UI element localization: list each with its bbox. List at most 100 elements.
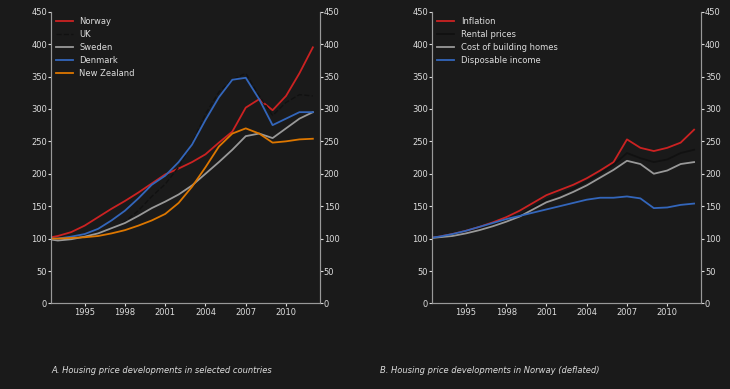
Inflation xyxy=(488,220,497,225)
Sweden xyxy=(40,236,49,241)
Denmark xyxy=(188,142,196,147)
Norway xyxy=(53,234,62,238)
Inflation xyxy=(421,236,430,241)
Inflation xyxy=(676,140,685,145)
Legend: Norway, UK, Sweden, Denmark, New Zealand: Norway, UK, Sweden, Denmark, New Zealand xyxy=(53,13,138,82)
UK xyxy=(120,219,129,224)
Denmark xyxy=(67,234,76,239)
Norway xyxy=(67,230,76,235)
Inflation xyxy=(623,137,631,142)
New Zealand xyxy=(215,144,223,149)
Norway xyxy=(134,190,143,195)
Inflation xyxy=(529,201,537,205)
UK xyxy=(282,100,291,105)
Sweden xyxy=(201,172,210,176)
Norway xyxy=(255,97,264,102)
Rental prices xyxy=(636,156,645,161)
Sweden xyxy=(93,231,102,236)
Disposable income xyxy=(596,195,604,200)
Cost of building homes xyxy=(676,162,685,166)
Rental prices xyxy=(623,151,631,155)
New Zealand xyxy=(147,218,156,223)
UK xyxy=(188,141,196,145)
Disposable income xyxy=(663,205,672,210)
UK xyxy=(134,209,143,213)
Sweden xyxy=(161,199,169,204)
Norway xyxy=(188,160,196,165)
Rental prices xyxy=(690,147,699,152)
Rental prices xyxy=(596,172,604,176)
Norway xyxy=(93,215,102,219)
Inflation xyxy=(650,149,658,153)
Norway xyxy=(268,108,277,112)
UK xyxy=(215,90,223,95)
New Zealand xyxy=(40,236,49,241)
Cost of building homes xyxy=(609,168,618,172)
Rental prices xyxy=(488,223,497,228)
UK xyxy=(255,94,264,98)
Sweden xyxy=(255,131,264,136)
UK xyxy=(309,94,318,98)
Sweden xyxy=(134,214,143,218)
UK xyxy=(80,234,89,238)
Inflation xyxy=(542,193,551,198)
UK xyxy=(40,236,49,241)
Inflation xyxy=(636,145,645,150)
Denmark xyxy=(282,116,291,121)
Denmark xyxy=(201,117,210,122)
Disposable income xyxy=(475,224,484,229)
Line: Disposable income: Disposable income xyxy=(426,196,694,238)
Disposable income xyxy=(556,204,564,209)
Sweden xyxy=(309,110,318,114)
Line: Norway: Norway xyxy=(45,47,313,238)
New Zealand xyxy=(134,223,143,228)
Disposable income xyxy=(421,236,430,241)
Norway xyxy=(201,152,210,157)
New Zealand xyxy=(188,184,196,189)
UK xyxy=(67,236,76,240)
Cost of building homes xyxy=(461,231,470,236)
Cost of building homes xyxy=(650,172,658,176)
Disposable income xyxy=(676,203,685,207)
Norway xyxy=(107,207,116,211)
Denmark xyxy=(147,182,156,187)
Disposable income xyxy=(488,221,497,225)
Disposable income xyxy=(529,210,537,215)
Sweden xyxy=(80,234,89,239)
Denmark xyxy=(215,95,223,100)
Disposable income xyxy=(690,201,699,206)
Norway xyxy=(215,140,223,145)
Norway xyxy=(309,45,318,50)
Cost of building homes xyxy=(434,235,443,240)
New Zealand xyxy=(107,231,116,236)
Disposable income xyxy=(623,194,631,199)
Disposable income xyxy=(636,196,645,201)
New Zealand xyxy=(93,234,102,238)
Norway xyxy=(174,166,183,171)
Disposable income xyxy=(434,234,443,239)
Disposable income xyxy=(461,228,470,233)
Rental prices xyxy=(556,192,564,197)
Cost of building homes xyxy=(596,175,604,180)
UK xyxy=(53,237,62,242)
Inflation xyxy=(596,168,604,173)
Cost of building homes xyxy=(569,189,577,194)
Line: Inflation: Inflation xyxy=(426,130,694,238)
Disposable income xyxy=(650,206,658,210)
Cost of building homes xyxy=(421,236,430,241)
Sweden xyxy=(147,206,156,210)
Inflation xyxy=(609,160,618,165)
Cost of building homes xyxy=(542,200,551,205)
Denmark xyxy=(255,97,264,102)
Sweden xyxy=(295,116,304,121)
Cost of building homes xyxy=(636,162,645,166)
UK xyxy=(268,113,277,118)
Sweden xyxy=(242,134,250,138)
Inflation xyxy=(569,182,577,187)
Denmark xyxy=(107,218,116,223)
Disposable income xyxy=(609,195,618,200)
Sweden xyxy=(174,192,183,197)
Cost of building homes xyxy=(529,207,537,212)
Inflation xyxy=(556,187,564,192)
Cost of building homes xyxy=(502,219,510,224)
